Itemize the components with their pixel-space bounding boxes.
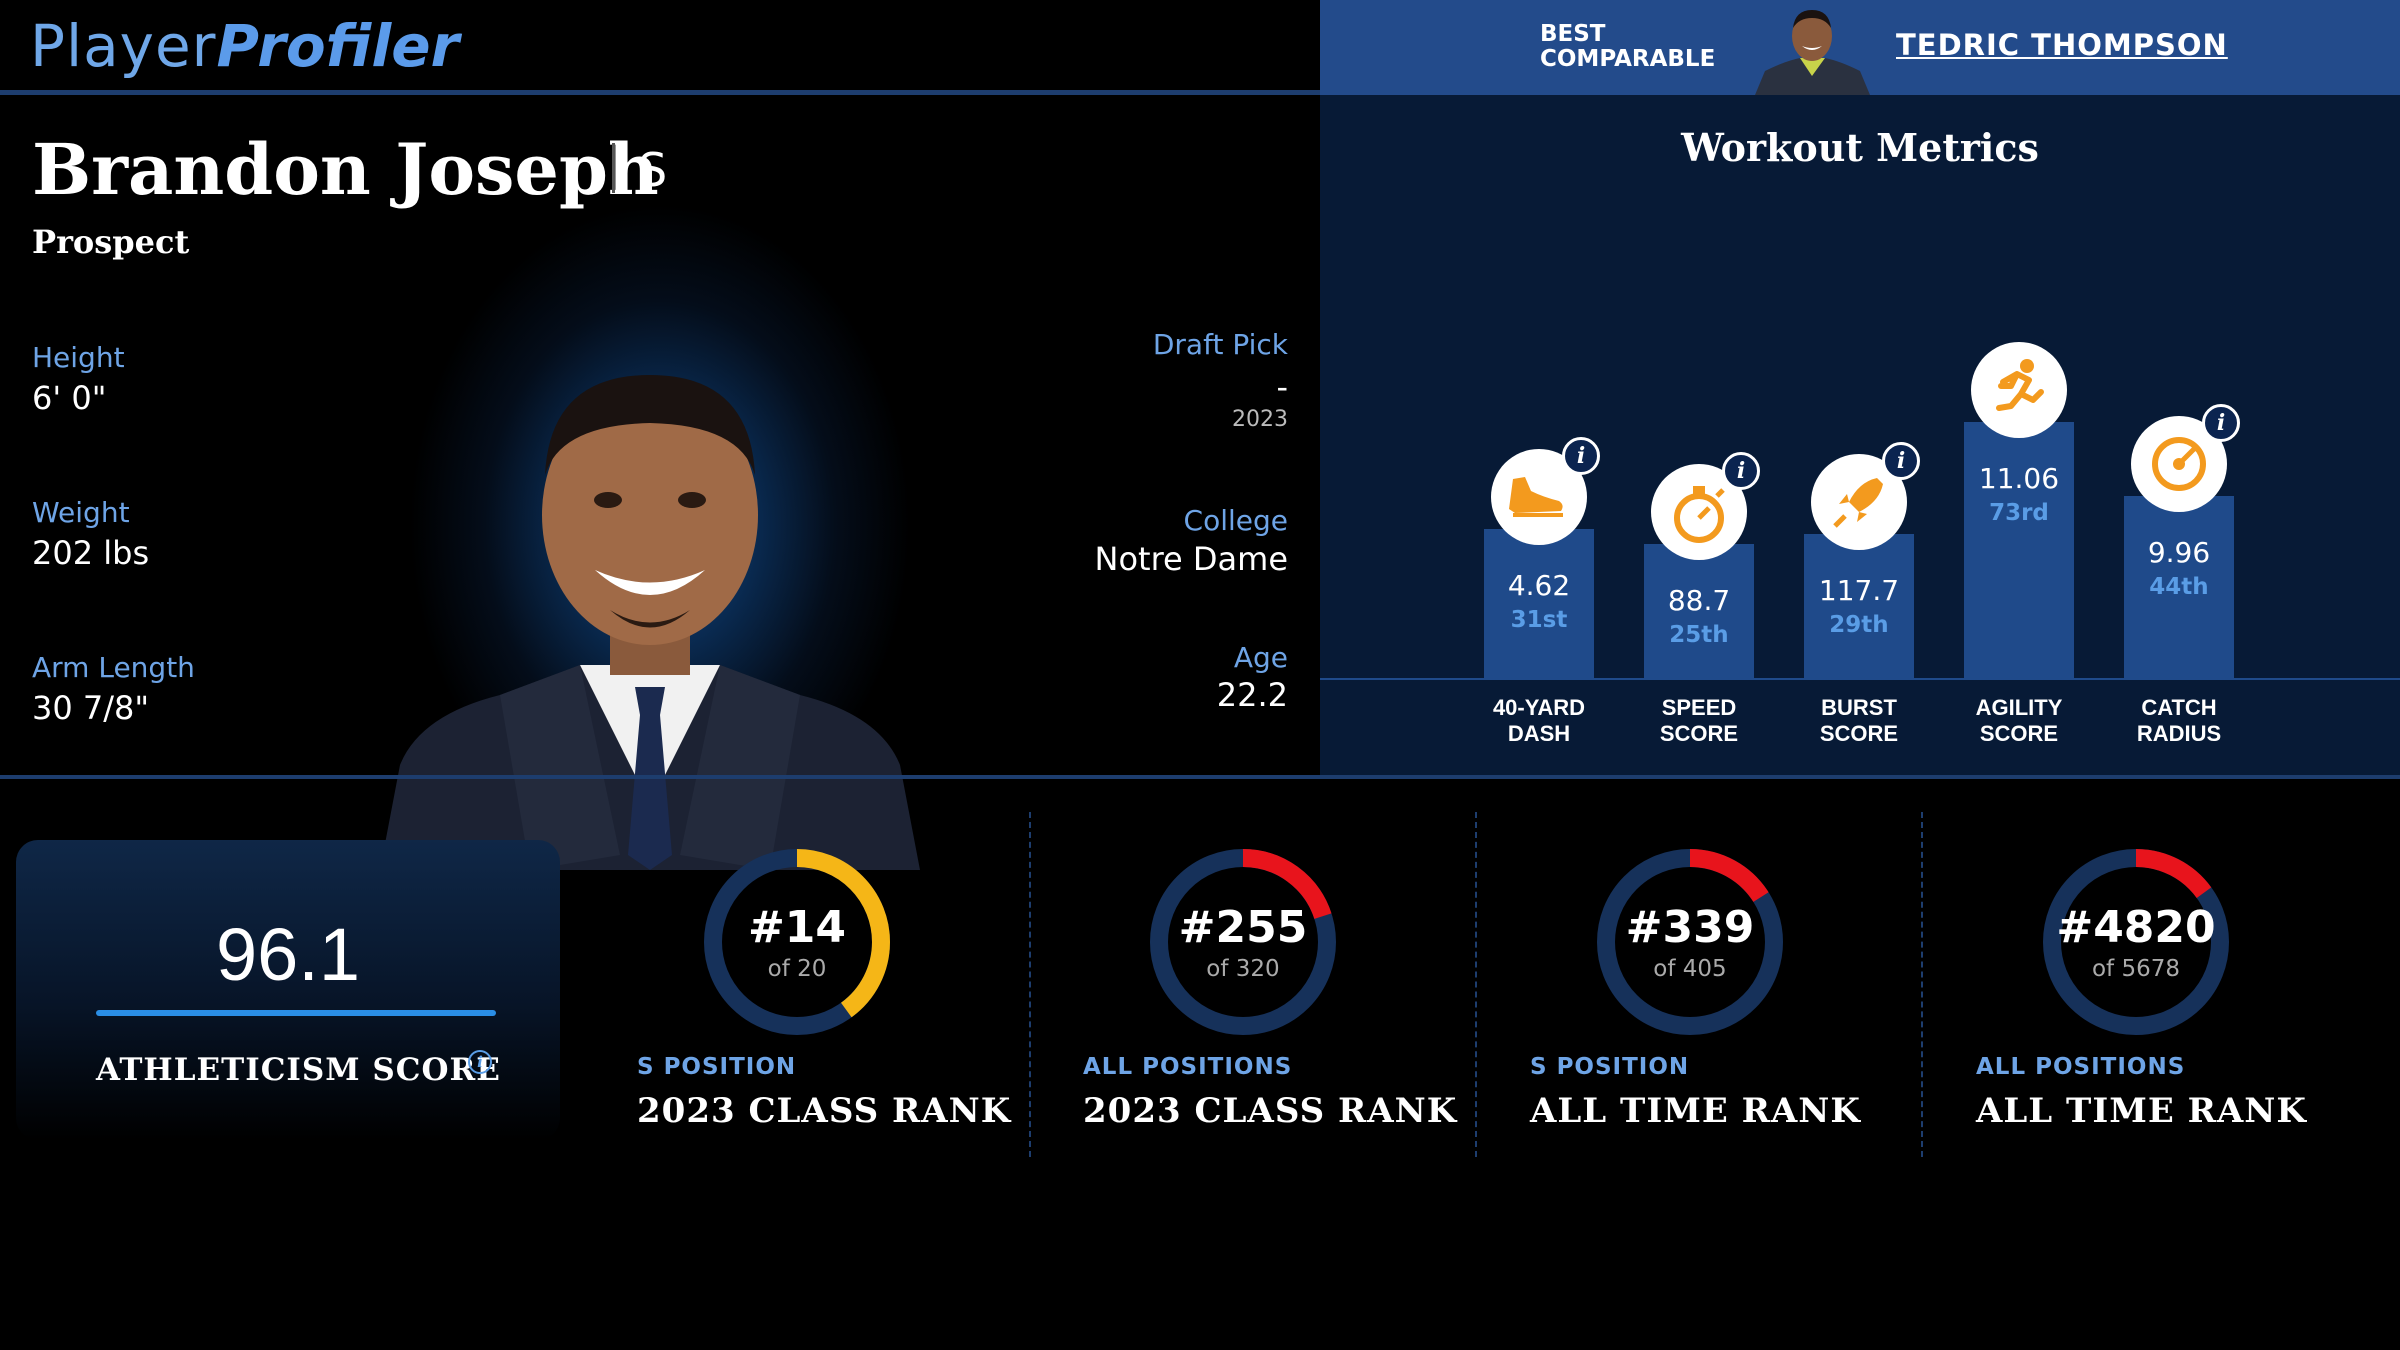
arm-length-value: 30 7/8" <box>32 689 150 727</box>
metric-value: 9.96 <box>2147 535 2211 569</box>
arm-length-label: Arm Length <box>32 651 195 684</box>
metric-category-line: AGILITY <box>1975 695 2063 720</box>
player-status: Prospect <box>32 223 190 261</box>
metric-category-label: 40-YARD DASH <box>1469 695 1609 747</box>
height-value: 6' 0" <box>32 379 107 417</box>
rank-scope: ALL POSITIONS <box>1083 1054 1293 1080</box>
rank-number: #4820 <box>2056 902 2216 953</box>
metric-value: 88.7 <box>1667 584 1731 618</box>
metric-rank: 31st <box>1510 606 1568 633</box>
rank-total: of 320 <box>1206 956 1280 982</box>
best-comparable-bar: BEST COMPARABLE TEDRIC THOMPSON <box>1320 0 2400 95</box>
metric-category-line: DASH <box>1507 721 1571 746</box>
rank-ring <box>1597 849 1783 1035</box>
player-photo <box>380 375 920 870</box>
metric-value: 117.7 <box>1818 574 1900 608</box>
metric-rank: 25th <box>1669 622 1729 649</box>
metric-category-label: AGILITY SCORE <box>1949 695 2089 747</box>
player-profile-panel: Brandon Joseph S Prospect Height 6' 0" W… <box>0 95 1320 870</box>
height-label: Height <box>32 341 125 374</box>
metric-category-line: 40-YARD <box>1492 695 1586 720</box>
playerprofiler-logo[interactable]: PlayerProfiler <box>30 12 460 80</box>
college-value: Notre Dame <box>1094 540 1288 578</box>
rank-scope: S POSITION <box>637 1054 797 1080</box>
metric-category-label: SPEED SCORE <box>1629 695 1769 747</box>
rank-total: of 405 <box>1653 956 1727 982</box>
name-divider <box>612 143 615 193</box>
age-value: 22.2 <box>1216 676 1288 714</box>
info-icon[interactable]: i <box>1562 436 1600 475</box>
rank-ring <box>2043 849 2229 1035</box>
metric-category-line: SCORE <box>1659 721 1739 746</box>
runner-icon <box>1971 341 2067 438</box>
athleticism-score-underline <box>96 1010 496 1016</box>
metric-category-label: BURST SCORE <box>1789 695 1929 747</box>
rank-title: ALL TIME RANK <box>1976 1091 2307 1131</box>
draft-pick-label: Draft Pick <box>1152 328 1288 361</box>
rank-scope: ALL POSITIONS <box>1976 1054 2186 1080</box>
rank-number: #14 <box>747 902 847 953</box>
rank-card: #339 of 405 S POSITION ALL TIME RANK <box>1530 820 1950 1160</box>
rank-number: #255 <box>1178 902 1308 953</box>
player-position: S <box>638 143 668 197</box>
rank-total: of 5678 <box>2091 956 2180 982</box>
rank-card: #255 of 320 ALL POSITIONS 2023 CLASS RANK <box>1083 820 1503 1160</box>
rank-number: #339 <box>1625 902 1755 953</box>
rank-separator <box>1029 812 1031 1157</box>
header-divider <box>0 90 1320 95</box>
metric-bar <box>1804 534 1914 678</box>
metric-category-line: CATCH <box>2141 695 2217 720</box>
metric-rank: 44th <box>2149 573 2209 600</box>
rank-title: 2023 CLASS RANK <box>637 1091 1012 1131</box>
rank-total: of 20 <box>767 956 827 982</box>
workout-metrics-chart: 4.62 31st i 40-YARD DASH 88.7 25th i SPEED SCORE 1… <box>1320 95 2400 775</box>
rank-card: #4820 of 5678 ALL POSITIONS ALL TIME RANK <box>1976 820 2396 1160</box>
metric-category-line: SCORE <box>1819 721 1899 746</box>
metric-rank: 29th <box>1829 612 1889 639</box>
metric-category-label: CATCH RADIUS <box>2109 695 2249 747</box>
comparable-player-link[interactable]: TEDRIC THOMPSON <box>1896 28 2228 62</box>
rank-title: ALL TIME RANK <box>1530 1091 1861 1131</box>
player-name: Brandon Joseph <box>32 128 659 211</box>
metric-value: 11.06 <box>1978 461 2060 495</box>
rank-title: 2023 CLASS RANK <box>1083 1091 1458 1131</box>
header-bar: PlayerProfiler <box>0 0 1320 92</box>
athleticism-score-label: ATHLETICISM SCORE <box>96 1052 501 1088</box>
info-icon[interactable]: i <box>2202 403 2240 442</box>
metric-bar <box>1964 421 2074 678</box>
metric-category-line: SPEED <box>1661 695 1737 720</box>
rank-card: #14 of 20 S POSITION 2023 CLASS RANK <box>637 820 1057 1160</box>
athleticism-score-card: 96.1 ATHLETICISM SCORE i <box>16 840 560 1140</box>
athleticism-score-value: 96.1 <box>215 913 361 996</box>
weight-label: Weight <box>32 496 130 529</box>
info-icon[interactable]: i <box>1882 442 1920 481</box>
metric-bar <box>1644 544 1754 678</box>
metric-rank: 73rd <box>1989 499 2049 526</box>
draft-pick-value: - <box>1276 368 1288 406</box>
college-label: College <box>1183 504 1288 537</box>
rank-scope: S POSITION <box>1530 1054 1690 1080</box>
workout-metrics-panel: Workout Metrics 4.62 31st i 40-YARD DASH 88.7… <box>1320 95 2400 775</box>
workout-metrics-title: Workout Metrics <box>1681 125 2039 170</box>
best-comparable-label: BEST COMPARABLE <box>1540 21 1716 72</box>
metric-category-line: RADIUS <box>2136 721 2222 746</box>
rank-separator <box>1921 812 1923 1157</box>
rank-separator <box>1475 812 1477 1157</box>
metric-value: 4.62 <box>1507 568 1571 602</box>
age-label: Age <box>1233 641 1288 674</box>
metric-bar <box>1484 528 1594 678</box>
metric-bar <box>2124 495 2234 678</box>
rank-ring <box>1150 849 1336 1035</box>
section-divider <box>0 775 2400 779</box>
metric-category-line: SCORE <box>1979 721 2059 746</box>
comparable-player-photo <box>1755 10 1870 95</box>
chart-baseline <box>1320 678 2400 680</box>
info-icon[interactable]: i <box>468 1050 492 1074</box>
metric-category-line: BURST <box>1821 695 1897 720</box>
rank-ring <box>704 849 890 1035</box>
weight-value: 202 lbs <box>32 534 150 572</box>
info-icon[interactable]: i <box>1722 452 1760 491</box>
draft-year: 2023 <box>1232 407 1288 432</box>
